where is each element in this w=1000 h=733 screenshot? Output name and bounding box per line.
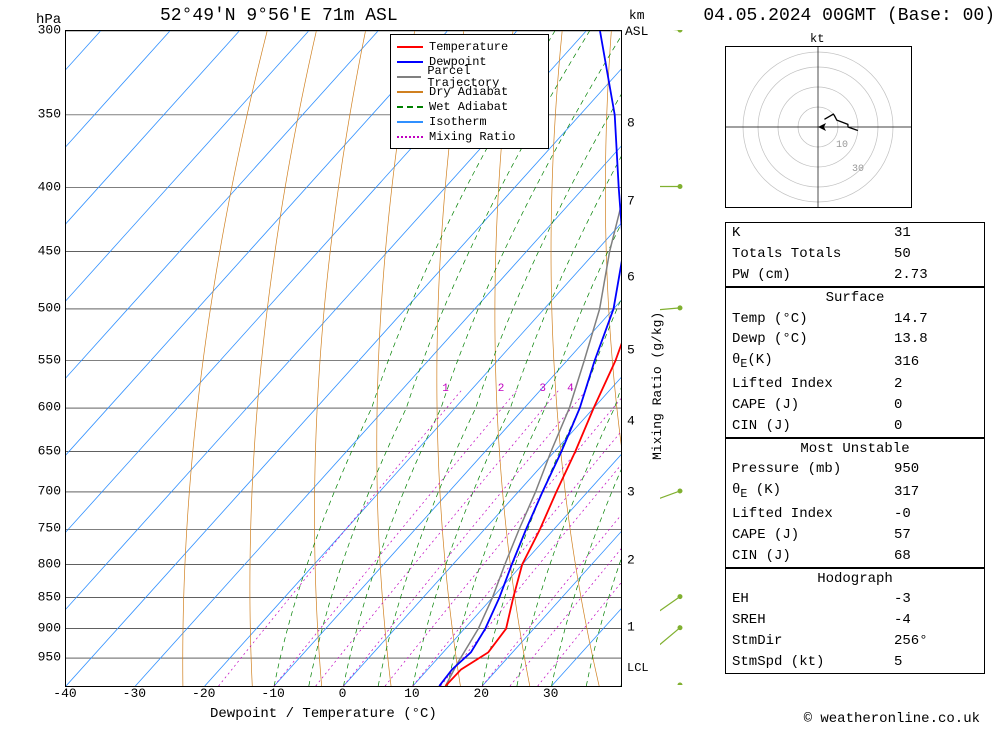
- indices-hodograph: HodographEH-3SREH-4StmDir256°StmSpd (kt)…: [725, 568, 985, 674]
- location-title: 52°49'N 9°56'E 71m ASL: [160, 6, 398, 26]
- hodograph-unit-label: kt: [810, 32, 824, 46]
- hodograph-svg: 10 30: [726, 47, 911, 207]
- indices-surface: SurfaceTemp (°C)14.7Dewp (°C)13.8θE(K)31…: [725, 287, 985, 438]
- indices-most-unstable: Most UnstablePressure (mb)950θE (K)317Li…: [725, 438, 985, 568]
- datetime-title: 04.05.2024 00GMT (Base: 00): [703, 6, 995, 26]
- svg-text:10: 10: [836, 140, 848, 151]
- indices-tables: K31Totals Totals50PW (cm)2.73 SurfaceTem…: [725, 222, 985, 674]
- legend: TemperatureDewpointParcel TrajectoryDry …: [390, 34, 549, 149]
- copyright-text: © weatheronline.co.uk: [804, 711, 980, 727]
- indices-group1: K31Totals Totals50PW (cm)2.73: [725, 222, 985, 287]
- mixing-ratio-labels: 1234: [65, 383, 620, 403]
- hodograph: 10 30: [725, 46, 912, 208]
- temperature-axis-ticks: -40-30-20-100102030: [65, 686, 620, 706]
- wind-barb-column: [660, 30, 700, 685]
- altitude-axis-ticks: 12345678LCL: [627, 30, 647, 685]
- pressure-axis-ticks: 3003504004505005506006507007508008509009…: [28, 30, 63, 685]
- svg-text:30: 30: [852, 164, 864, 175]
- wind-barb-svg: [660, 30, 700, 685]
- temperature-axis-label: Dewpoint / Temperature (°C): [210, 706, 437, 722]
